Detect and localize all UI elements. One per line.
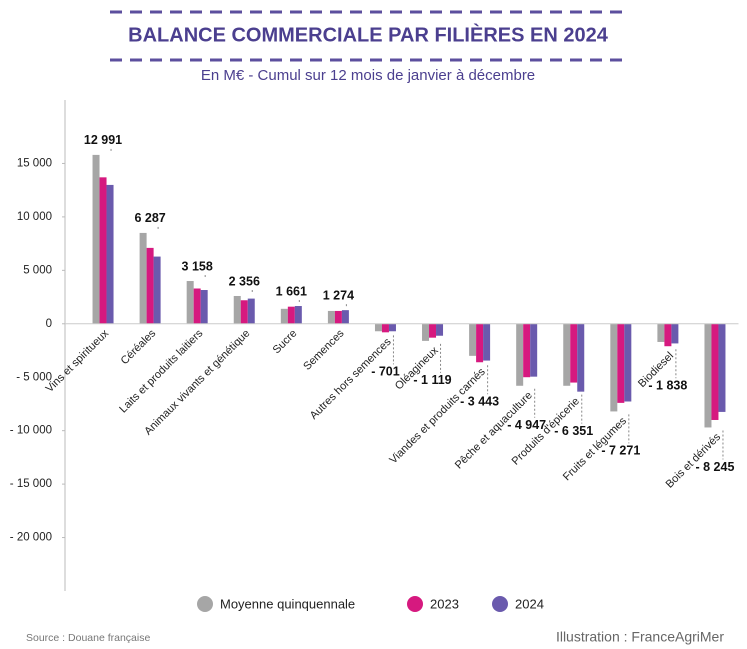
data-label: 12 991 [84, 133, 122, 147]
legend-swatch [197, 596, 213, 612]
bar [200, 290, 208, 324]
bar [429, 323, 437, 338]
y-tick-label: 0 [46, 318, 52, 330]
y-tick-label: - 20 000 [10, 532, 52, 544]
bar [570, 323, 578, 383]
source: Source : Douane française [26, 632, 150, 644]
x-tick-label: Laits et produits laitiers [117, 327, 205, 415]
bar [146, 247, 154, 324]
credit: Illustration : FranceAgriMer [556, 629, 724, 645]
x-tick-label: Céréales [119, 327, 159, 367]
bar [617, 323, 625, 403]
data-label: 1 661 [276, 284, 307, 298]
data-label: - 701 [371, 365, 400, 379]
bar [718, 323, 726, 412]
x-tick-label: Vins et spiritueux [44, 327, 112, 395]
y-tick-label: - 15 000 [10, 478, 52, 490]
bar [287, 306, 295, 324]
data-label: - 7 271 [601, 444, 640, 458]
bar [186, 281, 194, 324]
bar [106, 184, 114, 324]
bar [99, 177, 107, 324]
bar [233, 295, 241, 324]
x-tick-label: Animaux vivants et génétique [142, 327, 252, 437]
bar [422, 323, 430, 341]
data-label: - 6 351 [554, 424, 593, 438]
data-label: 1 274 [323, 288, 354, 302]
bar [664, 323, 672, 347]
data-label: - 3 443 [460, 395, 499, 409]
bar [671, 323, 679, 344]
y-tick-label: 15 000 [17, 157, 52, 169]
data-label: - 1 119 [413, 373, 451, 387]
bar [294, 306, 302, 324]
bar [516, 323, 524, 386]
x-tick-label: Sucre [271, 327, 300, 356]
y-tick-label: 10 000 [17, 211, 52, 223]
bar [523, 323, 531, 378]
bar [193, 288, 201, 324]
bar [624, 323, 632, 402]
data-label: 6 287 [134, 211, 165, 225]
bar [374, 323, 382, 332]
bar [280, 308, 288, 324]
bar [92, 154, 100, 324]
chart-subtitle: En M€ - Cumul sur 12 mois de janvier à d… [201, 67, 535, 84]
bar [469, 323, 477, 356]
chart-title: BALANCE COMMERCIALE PAR FILIÈRES EN 2024 [128, 23, 609, 46]
data-label: - 8 245 [696, 460, 735, 474]
data-label: - 1 838 [648, 379, 687, 393]
legend-swatch [492, 596, 508, 612]
bar [334, 310, 342, 324]
y-tick-label: - 5 000 [16, 371, 52, 383]
bar [436, 323, 444, 336]
bar [657, 323, 665, 342]
bar [153, 256, 161, 324]
legend-swatch [407, 596, 423, 612]
bar [577, 323, 585, 392]
legend-label: Moyenne quinquennale [220, 596, 355, 611]
bar [240, 300, 248, 324]
legend-label: 2024 [515, 596, 544, 611]
data-label: 3 158 [182, 259, 213, 273]
bar [610, 323, 618, 412]
data-label: - 4 947 [507, 418, 546, 432]
bar [341, 310, 349, 324]
legend-label: 2023 [430, 596, 459, 611]
bar [476, 323, 484, 363]
bar [327, 310, 335, 324]
y-tick-label: 5 000 [23, 264, 52, 276]
bar [711, 323, 719, 420]
bar [483, 323, 491, 361]
bar [530, 323, 538, 377]
y-tick-label: - 10 000 [10, 425, 52, 437]
bar [388, 323, 396, 332]
data-label: 2 356 [229, 274, 260, 288]
bar [381, 323, 389, 333]
bar [139, 232, 147, 324]
bar [247, 298, 255, 324]
bar [704, 323, 712, 428]
bar [563, 323, 571, 386]
x-tick-label: Semences [301, 327, 347, 373]
